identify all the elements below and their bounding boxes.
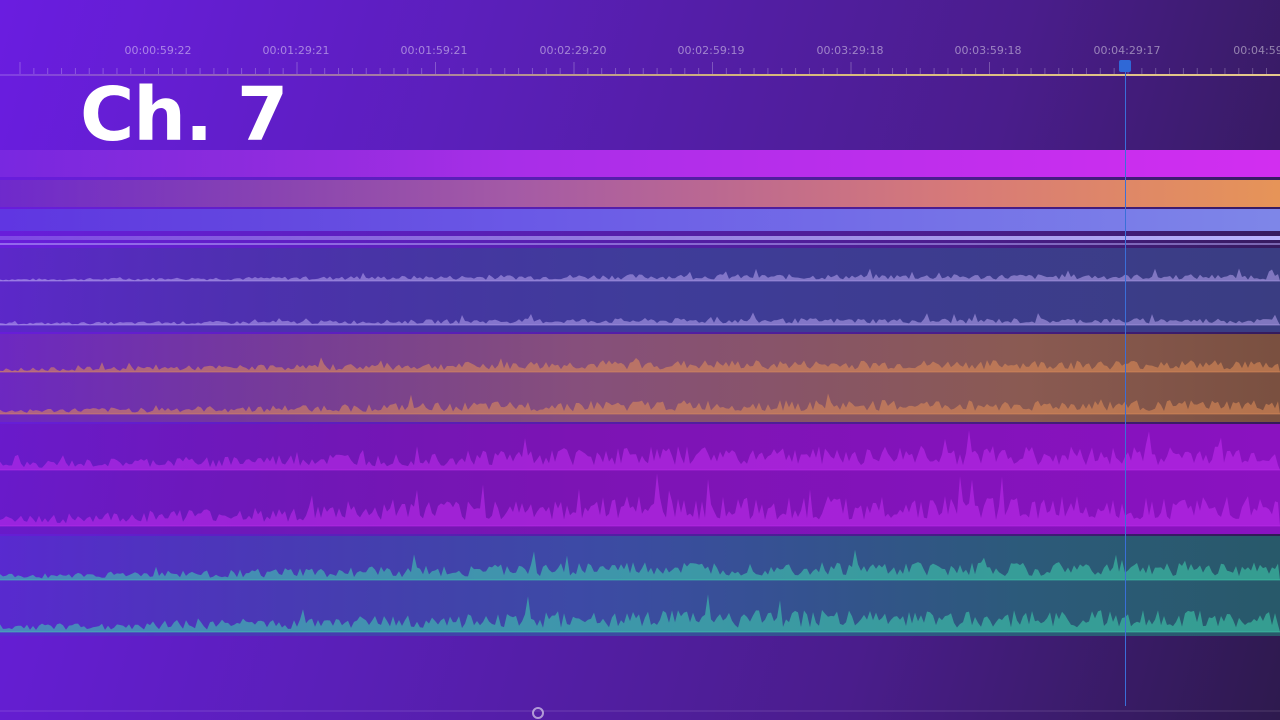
waveform-a1: [0, 312, 1280, 325]
timecode-label: 00:03:29:18: [816, 44, 884, 57]
timecode-label: 00:00:59:22: [124, 44, 192, 57]
work-area-bar[interactable]: [0, 74, 1280, 76]
timeline-scrollbar[interactable]: [0, 710, 1280, 712]
ruler-ticks: [19, 62, 1267, 74]
chapter-title: Ch. 7: [80, 72, 288, 158]
timecode-label: 00:01:29:21: [262, 44, 330, 57]
video-track-v2[interactable]: [0, 180, 1280, 207]
audio-track-a1[interactable]: [0, 248, 1280, 332]
timecode-label: 00:03:59:18: [954, 44, 1022, 57]
waveform-a2: [0, 357, 1280, 372]
video-clip-strip[interactable]: [0, 236, 1280, 240]
time-ruler[interactable]: 00:00:59:22 00:01:29:21 00:01:59:21 00:0…: [0, 0, 1280, 78]
scrollbar-handle[interactable]: [532, 707, 544, 719]
waveform-a2: [0, 393, 1280, 414]
timecode-label: 00:01:59:21: [400, 44, 468, 57]
waveform-a3: [0, 430, 1280, 470]
playhead-line[interactable]: [1125, 64, 1126, 706]
waveform-a3: [0, 473, 1280, 526]
waveform-a4: [0, 549, 1280, 580]
timecode-label: 00:02:29:20: [539, 44, 607, 57]
playhead-handle[interactable]: [1119, 60, 1131, 72]
timecode-label: 00:02:59:19: [677, 44, 745, 57]
waveform-a4: [0, 594, 1280, 632]
video-track-v1[interactable]: [0, 209, 1280, 231]
timecode-label: 00:04:59: [1233, 44, 1280, 57]
waveform-a1: [0, 268, 1280, 281]
video-clip-strip[interactable]: [0, 243, 1280, 245]
video-track-v3[interactable]: [0, 150, 1280, 177]
timecode-label: 00:04:29:17: [1093, 44, 1161, 57]
